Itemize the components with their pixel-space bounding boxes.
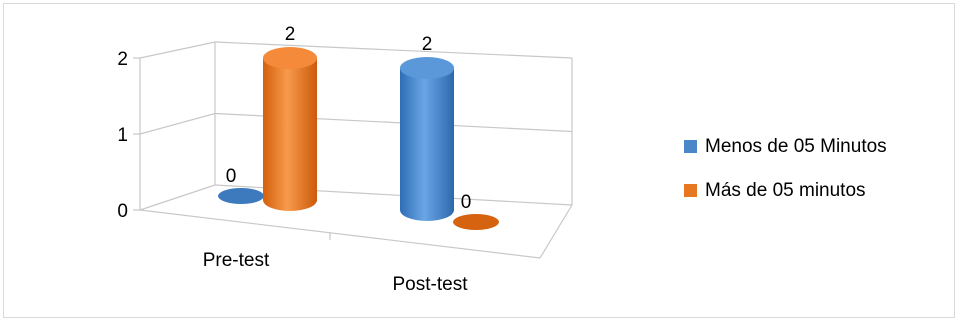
legend: Menos de 05 Minutos Más de 05 minutos bbox=[684, 136, 887, 201]
data-label: 0 bbox=[461, 192, 472, 213]
y-axis: 0 1 2 bbox=[117, 49, 140, 222]
legend-swatch bbox=[684, 140, 697, 153]
bars bbox=[218, 47, 499, 230]
chart-border bbox=[3, 3, 955, 318]
gridline-side bbox=[139, 41, 216, 59]
y-tick-label: 1 bbox=[117, 125, 128, 146]
chart-walls bbox=[139, 42, 573, 259]
category-label: Pre-test bbox=[203, 250, 270, 271]
bar-post-test-series-2 bbox=[453, 214, 499, 230]
bar-pre-test-series-2 bbox=[263, 47, 317, 211]
gridline-side bbox=[139, 112, 216, 135]
legend-swatch bbox=[684, 184, 697, 197]
x-axis: Pre-test Post-test bbox=[203, 250, 468, 295]
data-labels: 0 2 2 0 bbox=[226, 24, 472, 213]
bar-post-test-series-1 bbox=[400, 57, 454, 221]
legend-label: Más de 05 minutos bbox=[705, 180, 866, 201]
data-label: 2 bbox=[285, 24, 296, 45]
gridline-back bbox=[214, 41, 573, 59]
legend-label: Menos de 05 Minutos bbox=[705, 136, 887, 157]
data-label: 0 bbox=[226, 166, 237, 187]
y-tick-label: 2 bbox=[117, 49, 128, 70]
bar-pre-test-series-1 bbox=[218, 188, 264, 204]
gridlines bbox=[139, 41, 573, 135]
y-tick-label: 0 bbox=[117, 201, 128, 222]
data-label: 2 bbox=[422, 34, 433, 55]
category-label: Post-test bbox=[393, 274, 469, 295]
